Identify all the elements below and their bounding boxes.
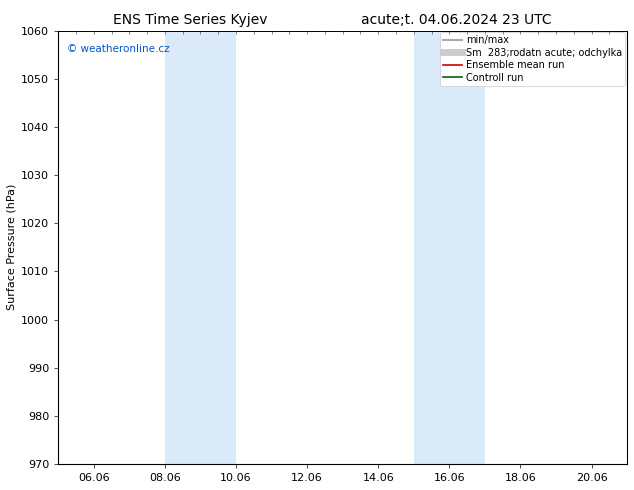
- Text: acute;t. 04.06.2024 23 UTC: acute;t. 04.06.2024 23 UTC: [361, 13, 552, 27]
- Text: ENS Time Series Kyjev: ENS Time Series Kyjev: [113, 13, 268, 27]
- Text: © weatheronline.cz: © weatheronline.cz: [67, 44, 169, 53]
- Legend: min/max, Sm  283;rodatn acute; odchylka, Ensemble mean run, Controll run: min/max, Sm 283;rodatn acute; odchylka, …: [440, 32, 625, 86]
- Y-axis label: Surface Pressure (hPa): Surface Pressure (hPa): [7, 184, 17, 311]
- Bar: [414, 30, 485, 464]
- Bar: [165, 30, 236, 464]
